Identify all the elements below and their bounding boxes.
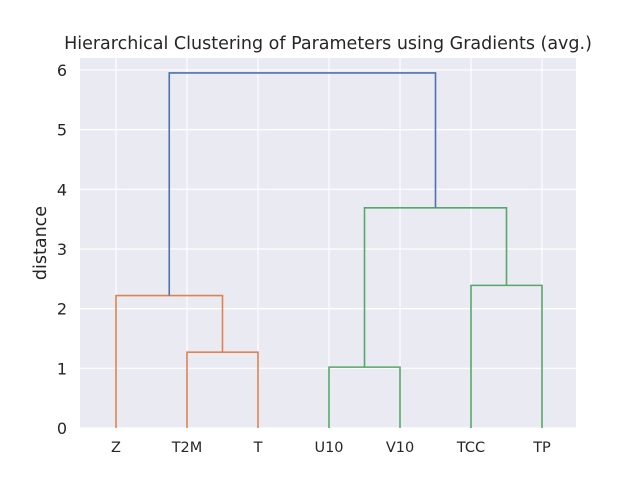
dendrogram-links: [115, 72, 543, 428]
chart-title: Hierarchical Clustering of Parameters us…: [64, 34, 592, 54]
plot-area: [80, 58, 576, 428]
dendrogram-link: [470, 284, 543, 428]
y-tick-label: 1: [57, 359, 67, 378]
y-tick-label: 4: [57, 180, 67, 199]
x-tick-label: TP: [532, 440, 551, 456]
y-tick-label: 3: [57, 240, 67, 259]
y-tick-label: 2: [57, 300, 67, 319]
x-tick-label: TCC: [456, 440, 485, 456]
y-axis-label: distance: [31, 206, 51, 280]
dendrogram-link: [186, 351, 259, 428]
y-tick-label: 6: [57, 61, 67, 80]
y-tick-labels: 0 1 2 3 4 5 6: [57, 61, 67, 438]
y-tick-label: 0: [57, 419, 67, 438]
x-tick-label: Z: [111, 440, 121, 456]
x-tick-label: T2M: [171, 440, 203, 456]
x-tick-label: V10: [386, 440, 414, 456]
x-tick-labels: Z T2M T U10 V10 TCC TP: [111, 440, 551, 456]
x-tick-label: U10: [314, 440, 343, 456]
dendrogram-link: [168, 72, 437, 296]
y-tick-label: 5: [57, 121, 67, 140]
x-tick-label: T: [253, 440, 263, 456]
